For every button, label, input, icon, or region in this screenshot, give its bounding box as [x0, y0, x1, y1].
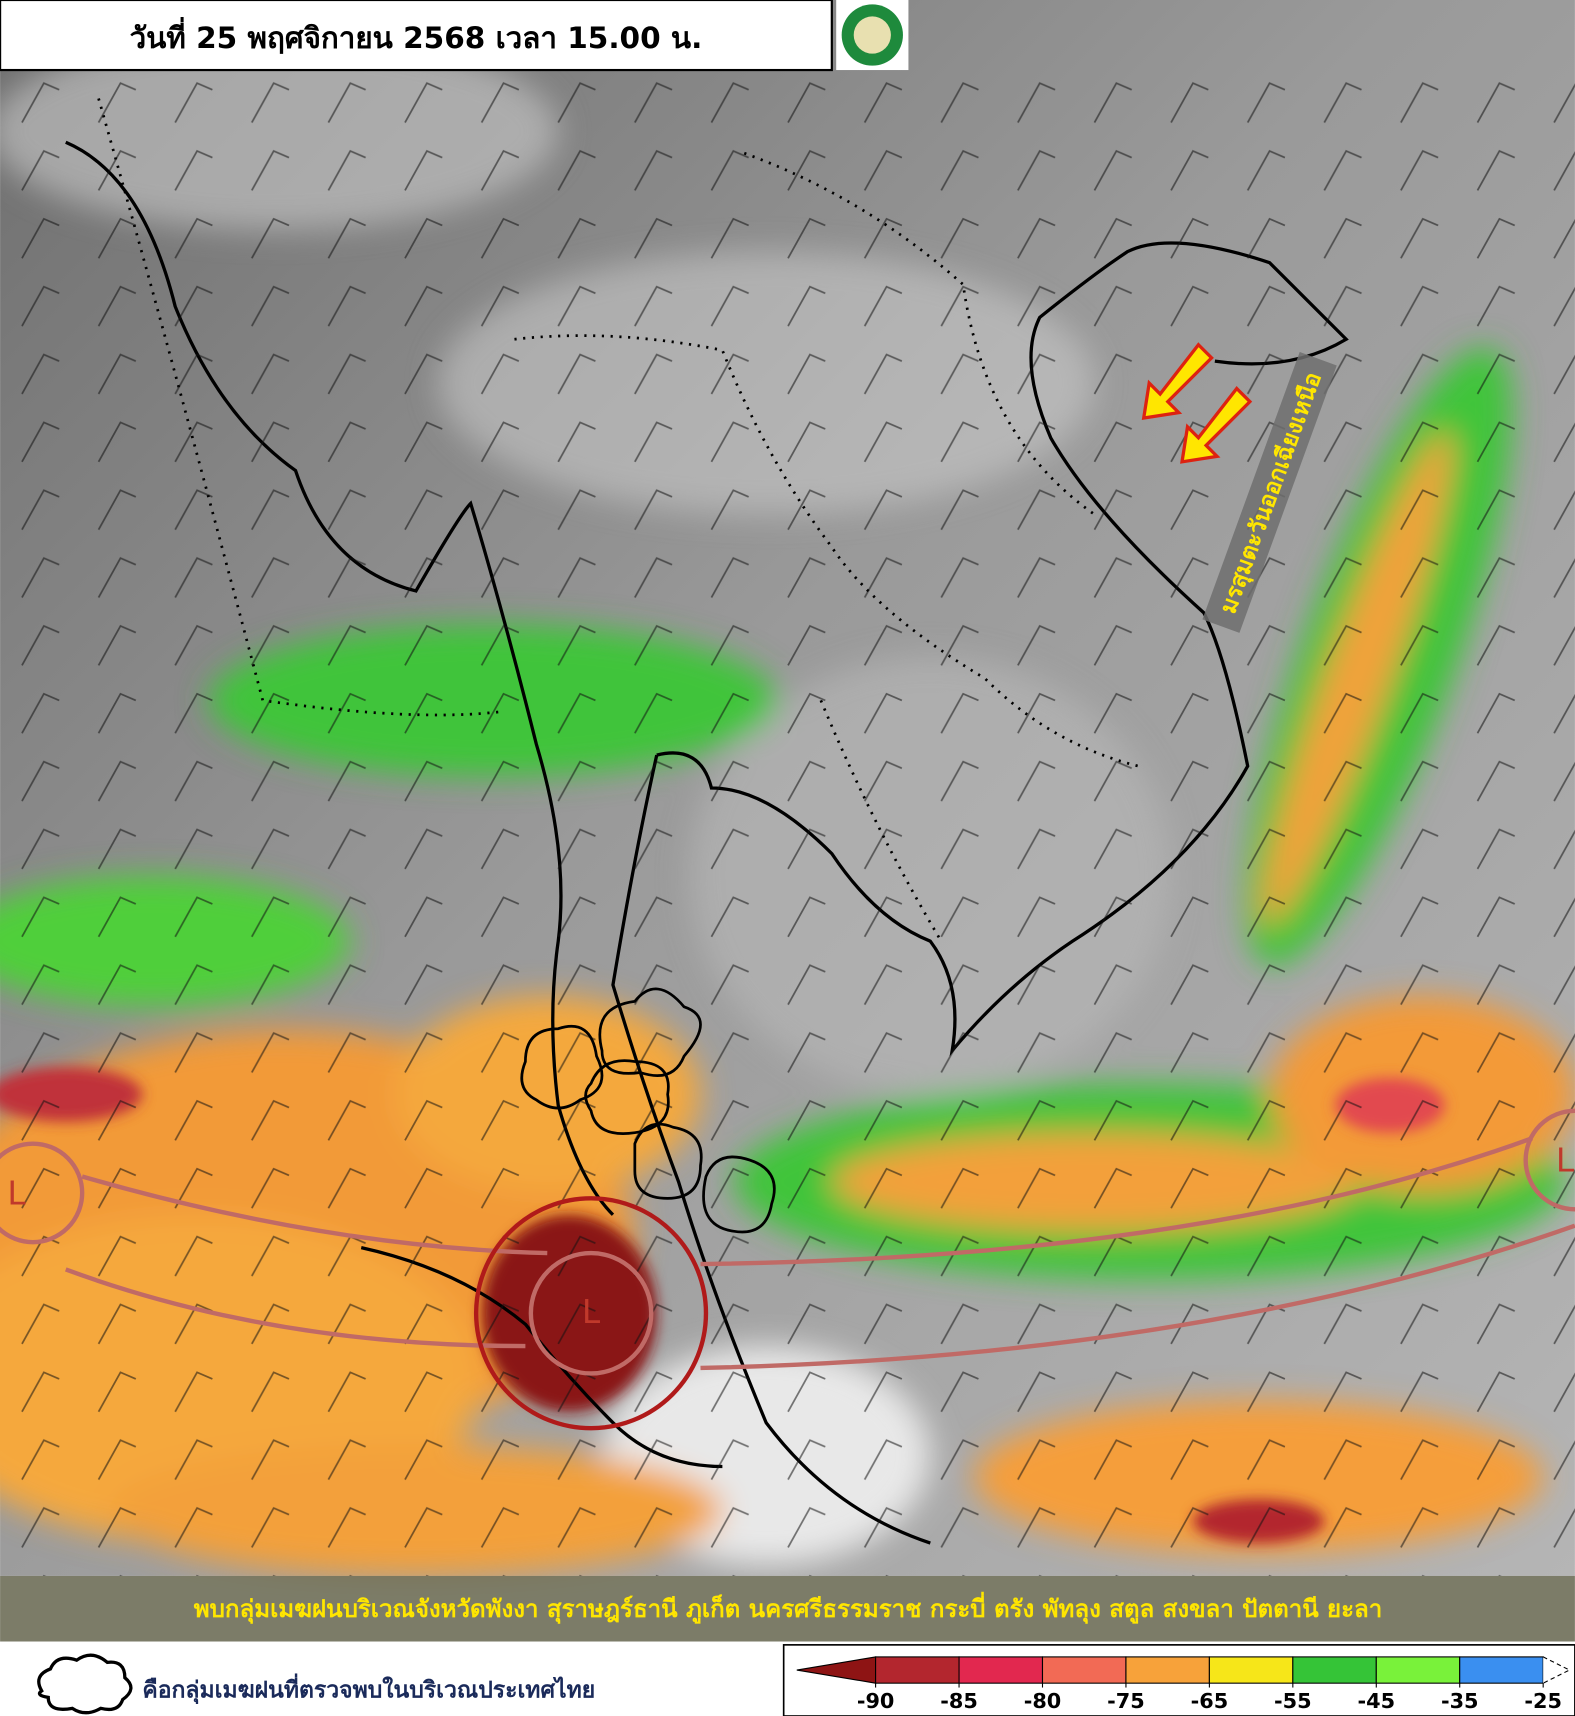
logo [836, 0, 909, 71]
banner [0, 1575, 1575, 1642]
low-label: L [7, 1175, 26, 1213]
scale-tick-label: -85 [940, 1689, 978, 1713]
scale-tick-label: -80 [1024, 1689, 1062, 1713]
scale-segment [1041, 1656, 1127, 1684]
low-label: L [582, 1293, 601, 1331]
satellite-image [0, 0, 1575, 1576]
scale-segment [1459, 1656, 1544, 1684]
scale-tick-label: -65 [1191, 1689, 1229, 1713]
cloud-note: คือกลุ่มเมฆฝนที่ตรวจพบในบริเวณประเทศไทย [142, 1672, 595, 1704]
scale-tick-label: -75 [1107, 1689, 1145, 1713]
monsoon-arrow [1141, 342, 1253, 464]
color-scale: -90 -85 -80 -75 -65 -55 -45 -35 -25 [796, 1656, 1571, 1713]
banner-text: พบกลุ่มเมฆฝนบริเวณจังหวัดพังงา สุราษฎร์ธ… [194, 1591, 1383, 1625]
low-pressure-outline [0, 1108, 1575, 1376]
low-pressure-center [473, 1196, 709, 1431]
scale-tick-label: -90 [857, 1689, 895, 1713]
scale-segment [958, 1656, 1044, 1684]
scale-tick-label: -45 [1358, 1689, 1396, 1713]
rain-cloud-outlines [520, 987, 776, 1234]
scale-tick-label: -25 [1524, 1689, 1562, 1713]
header-box [0, 0, 833, 72]
scale-segment [875, 1656, 960, 1684]
scale-tick-label: -55 [1274, 1689, 1312, 1713]
low-label: L [1556, 1142, 1575, 1180]
cloud-icon [37, 1653, 133, 1715]
scale-tail [1542, 1656, 1571, 1684]
scale-segment [1125, 1656, 1210, 1684]
scale-segment [1375, 1656, 1461, 1684]
scale-segment [1292, 1656, 1377, 1684]
scale-tick-label: -35 [1441, 1689, 1479, 1713]
scale-segment [1208, 1656, 1294, 1684]
header-title: วันที่ 25 พฤศจิกายน 2568 เวลา 15.00 น. [130, 17, 703, 55]
